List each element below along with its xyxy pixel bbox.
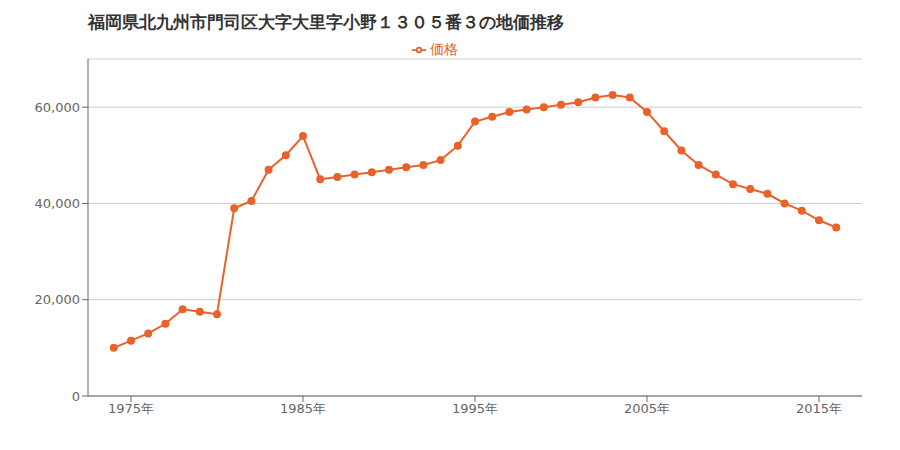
svg-text:2005年: 2005年: [624, 401, 670, 416]
html-text:価格: 価格: [430, 41, 458, 57]
svg-text:1985年: 1985年: [280, 401, 326, 416]
svg-text:0: 0: [72, 389, 80, 404]
svg-text:2015年: 2015年: [796, 401, 842, 416]
svg-text:20,000: 20,000: [35, 292, 81, 307]
html-text:福岡県北九州市門司区大字大里字小野１３０５番３の地価推移: 福岡県北九州市門司区大字大里字小野１３０５番３の地価推移: [88, 12, 564, 32]
svg-text:1975年: 1975年: [108, 401, 154, 416]
svg-text:60,000: 60,000: [35, 100, 81, 115]
svg-text:40,000: 40,000: [35, 196, 81, 211]
svg-text:1995年: 1995年: [452, 401, 498, 416]
